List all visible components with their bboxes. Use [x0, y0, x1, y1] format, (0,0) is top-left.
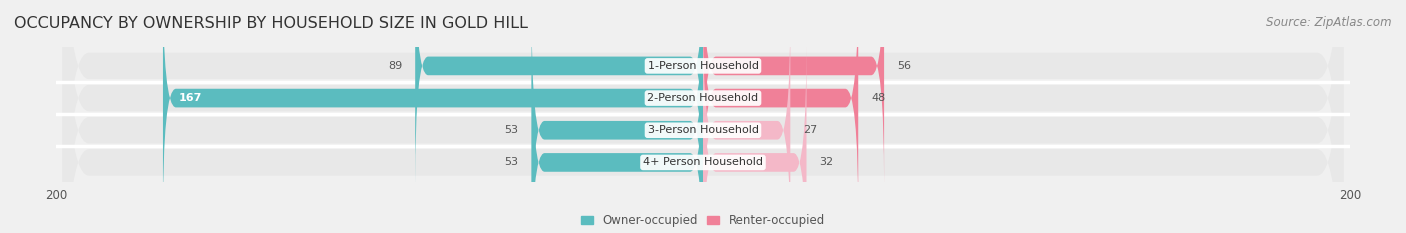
FancyBboxPatch shape — [703, 0, 884, 185]
FancyBboxPatch shape — [531, 43, 703, 233]
Text: Source: ZipAtlas.com: Source: ZipAtlas.com — [1267, 16, 1392, 29]
FancyBboxPatch shape — [703, 11, 790, 233]
Text: 53: 53 — [505, 125, 519, 135]
Text: 56: 56 — [897, 61, 911, 71]
FancyBboxPatch shape — [63, 0, 1343, 233]
FancyBboxPatch shape — [63, 0, 1343, 233]
FancyBboxPatch shape — [63, 0, 1343, 233]
Text: 2-Person Household: 2-Person Household — [647, 93, 759, 103]
Text: 32: 32 — [820, 158, 834, 168]
Text: 4+ Person Household: 4+ Person Household — [643, 158, 763, 168]
Text: 48: 48 — [872, 93, 886, 103]
FancyBboxPatch shape — [163, 0, 703, 217]
Text: 27: 27 — [803, 125, 817, 135]
Text: OCCUPANCY BY OWNERSHIP BY HOUSEHOLD SIZE IN GOLD HILL: OCCUPANCY BY OWNERSHIP BY HOUSEHOLD SIZE… — [14, 16, 527, 31]
FancyBboxPatch shape — [703, 0, 858, 217]
FancyBboxPatch shape — [63, 0, 1343, 233]
Legend: Owner-occupied, Renter-occupied: Owner-occupied, Renter-occupied — [581, 214, 825, 227]
FancyBboxPatch shape — [531, 11, 703, 233]
FancyBboxPatch shape — [703, 43, 807, 233]
Text: 89: 89 — [388, 61, 402, 71]
Text: 53: 53 — [505, 158, 519, 168]
Text: 167: 167 — [179, 93, 202, 103]
FancyBboxPatch shape — [415, 0, 703, 185]
Text: 1-Person Household: 1-Person Household — [648, 61, 758, 71]
Text: 3-Person Household: 3-Person Household — [648, 125, 758, 135]
